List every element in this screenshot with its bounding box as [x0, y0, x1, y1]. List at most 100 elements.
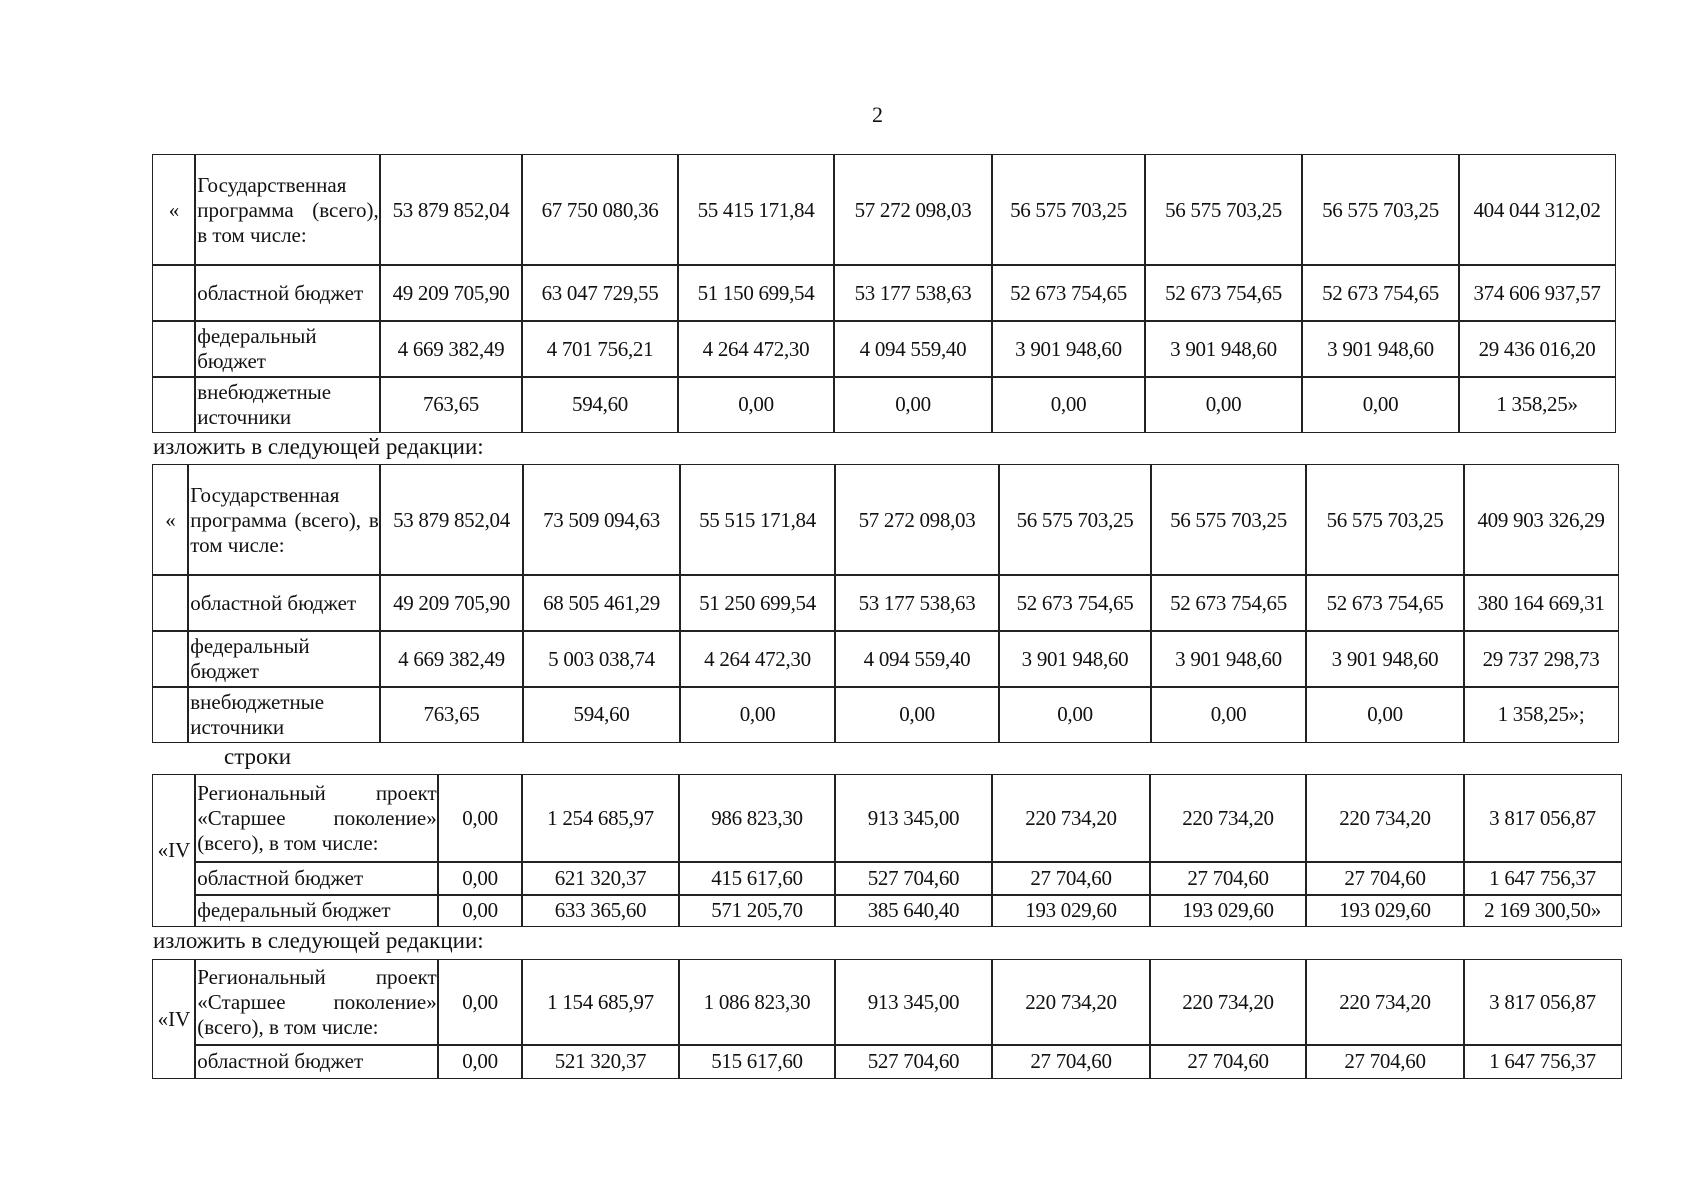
value-cell: 0,00 — [991, 376, 1146, 433]
value-cell: 52 673 754,65 — [998, 574, 1152, 632]
value-cell: 0,00 — [437, 959, 523, 1046]
value-cell: 0,00 — [833, 376, 993, 433]
value-cell: 385 640,40 — [834, 894, 993, 927]
value-cell-text: 3 901 948,60 — [1331, 646, 1439, 671]
value-cell: 220 734,20 — [1149, 959, 1307, 1046]
row-marker: « — [152, 464, 189, 576]
value-cell: 0,00 — [437, 861, 523, 896]
value-cell-text: 73 509 094,63 — [543, 507, 660, 532]
value-cell: 0,00 — [1144, 376, 1303, 433]
value-cell-text: 385 640,40 — [867, 898, 960, 922]
row-label: внебюджетные источники — [194, 376, 381, 433]
row-label: областной бюджет — [194, 1044, 439, 1079]
value-cell: 415 617,60 — [678, 861, 836, 896]
value-cell: 1 086 823,30 — [678, 959, 836, 1046]
value-cell: 53 879 852,04 — [379, 464, 524, 576]
value-cell-text: 52 673 754,65 — [1016, 590, 1134, 615]
value-cell-text: 763,65 — [423, 392, 479, 416]
value-cell: 3 901 948,60 — [991, 320, 1146, 378]
value-cell: 53 177 538,63 — [833, 264, 993, 322]
value-cell-text: 380 164 669,31 — [1477, 590, 1605, 615]
value-cell: 2 169 300,50» — [1463, 894, 1622, 927]
value-cell-text: 0,00 — [462, 1049, 498, 1073]
row-label: федеральный бюджет — [187, 630, 381, 688]
value-cell-text: 0,00 — [1367, 702, 1403, 726]
row-label: Государственная программа (всего), в том… — [187, 464, 381, 576]
value-cell: 4 264 472,30 — [677, 320, 835, 378]
value-cell-text: 4 094 559,40 — [859, 336, 967, 361]
value-cell-text: 913 345,00 — [867, 806, 960, 830]
value-cell: 27 704,60 — [1305, 861, 1465, 896]
value-cell-text: 193 029,60 — [1182, 898, 1274, 922]
value-cell-text: 53 177 538,63 — [858, 590, 976, 615]
value-cell-text: 4 669 382,49 — [397, 336, 505, 361]
value-cell-text: 51 150 699,54 — [697, 280, 815, 305]
row-label-text: областной бюджет — [190, 590, 357, 615]
value-cell-text: 49 209 705,90 — [393, 590, 510, 615]
value-cell: 986 823,30 — [678, 774, 836, 863]
value-cell: 56 575 703,25 — [991, 154, 1146, 266]
value-cell-text: 4 264 472,30 — [702, 336, 810, 361]
value-cell-text: 49 209 705,90 — [392, 280, 510, 305]
value-cell: 56 575 703,25 — [1301, 154, 1460, 266]
marker-cell-empty — [152, 630, 189, 688]
row-label: Региональный проект «Старшее поколение» … — [194, 774, 439, 863]
value-cell-text: 0,00 — [1205, 392, 1242, 416]
value-cell: 27 704,60 — [1305, 1044, 1465, 1079]
value-cell: 1 358,25» — [1458, 376, 1616, 433]
value-cell-text: 0,00 — [738, 392, 774, 416]
value-cell: 0,00 — [679, 686, 836, 743]
value-cell-text: 571 205,70 — [711, 898, 803, 922]
row-label-text: Региональный проект «Старшее поколение» … — [197, 781, 437, 855]
value-cell: 73 509 094,63 — [522, 464, 681, 576]
row-label: Региональный проект «Старшее поколение» … — [194, 959, 439, 1046]
value-cell: 913 345,00 — [834, 959, 993, 1046]
row-label: областной бюджет — [187, 574, 381, 632]
value-cell: 3 901 948,60 — [1144, 320, 1303, 378]
value-cell-text: 193 029,60 — [1025, 898, 1117, 922]
value-cell-text: 27 704,60 — [1187, 1049, 1269, 1073]
value-cell: 913 345,00 — [834, 774, 993, 863]
value-cell-text: 4 094 559,40 — [863, 646, 971, 671]
value-cell-text: 527 704,60 — [867, 1049, 960, 1073]
value-cell: 51 250 699,54 — [679, 574, 836, 632]
value-cell-text: 0,00 — [1050, 392, 1087, 416]
row-marker: «IV — [152, 774, 196, 927]
value-cell: 27 704,60 — [991, 861, 1151, 896]
marker-cell-empty — [152, 320, 196, 378]
value-cell-text: 27 704,60 — [1344, 866, 1426, 890]
row-marker-text: « — [168, 197, 180, 222]
row-label: областной бюджет — [194, 264, 381, 322]
value-cell: 404 044 312,02 — [1458, 154, 1616, 266]
value-cell: 0,00 — [437, 774, 523, 863]
value-cell: 0,00 — [1305, 686, 1465, 743]
row-marker-text: « — [165, 507, 176, 532]
row-marker: « — [152, 154, 196, 266]
value-cell-text: 56 575 703,25 — [1016, 507, 1134, 532]
value-cell: 52 673 754,65 — [1301, 264, 1460, 322]
value-cell: 27 704,60 — [991, 1044, 1151, 1079]
value-cell: 51 150 699,54 — [677, 264, 835, 322]
value-cell-text: 0,00 — [739, 702, 776, 726]
row-label-text: федеральный бюджет — [190, 634, 310, 683]
marker-cell-empty — [152, 574, 189, 632]
value-cell: 3 901 948,60 — [1150, 630, 1307, 688]
value-cell-text: 220 734,20 — [1182, 806, 1274, 830]
row-label-text: областной бюджет — [197, 866, 364, 890]
row-label: федеральный бюджет — [194, 320, 381, 378]
value-cell: 763,65 — [379, 686, 524, 743]
value-cell: 52 673 754,65 — [1305, 574, 1465, 632]
value-cell-text: 633 365,60 — [554, 898, 647, 922]
value-cell: 409 903 326,29 — [1463, 464, 1619, 576]
value-cell-text: 4 264 472,30 — [704, 646, 811, 671]
value-cell-text: 3 817 056,87 — [1489, 806, 1596, 830]
value-cell: 621 320,37 — [521, 861, 680, 896]
marker-cell-empty — [152, 686, 189, 743]
value-cell-text: 56 575 703,25 — [1010, 197, 1127, 222]
value-cell-text: 3 901 948,60 — [1015, 336, 1122, 361]
value-cell: 594,60 — [522, 686, 681, 743]
row-label-text: федеральный бюджет — [197, 898, 391, 922]
value-cell-text: 55 515 171,84 — [699, 507, 816, 532]
value-cell: 1 154 685,97 — [521, 959, 680, 1046]
value-cell: 4 701 756,21 — [521, 320, 679, 378]
